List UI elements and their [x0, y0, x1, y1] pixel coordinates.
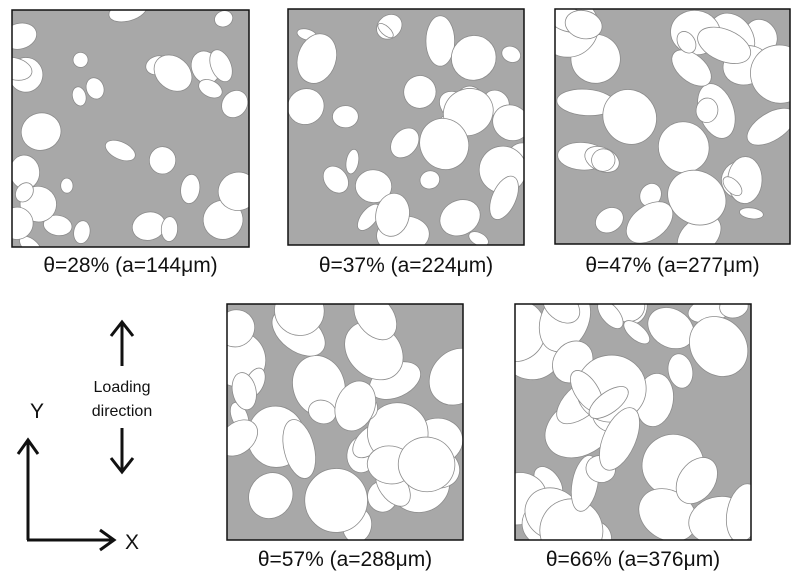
- loading-arrows: [111, 322, 133, 472]
- axes: [18, 440, 114, 550]
- microstructure-panel: [526, 0, 795, 265]
- panels: [0, 0, 795, 569]
- microstructure-panel: [197, 276, 497, 546]
- panel-label: θ=57% (a=288μm): [258, 548, 432, 571]
- arrow-down: [111, 428, 133, 472]
- y-axis-label: Y: [30, 400, 44, 423]
- panel-label: θ=28% (a=144μm): [43, 254, 217, 277]
- figure: Loading direction Y X θ=28% (a=144μm) θ=3…: [0, 0, 795, 583]
- x-axis-label: X: [125, 531, 139, 554]
- y-axis-arrow: [18, 440, 38, 540]
- panel-label: θ=66% (a=376μm): [546, 548, 720, 571]
- arrow-up: [111, 322, 133, 366]
- microstructure-panel: [0, 0, 262, 260]
- panel-label: θ=37% (a=224μm): [319, 254, 493, 277]
- particle: [426, 16, 455, 66]
- loading-label: direction: [92, 403, 152, 420]
- particle: [332, 105, 358, 128]
- particle: [60, 178, 73, 193]
- microstructure-panel: [281, 9, 543, 256]
- x-axis-arrow: [27, 530, 114, 550]
- panel-label: θ=47% (a=277μm): [585, 254, 759, 277]
- microstructure-panel: [480, 280, 766, 570]
- loading-label: Loading: [94, 379, 151, 396]
